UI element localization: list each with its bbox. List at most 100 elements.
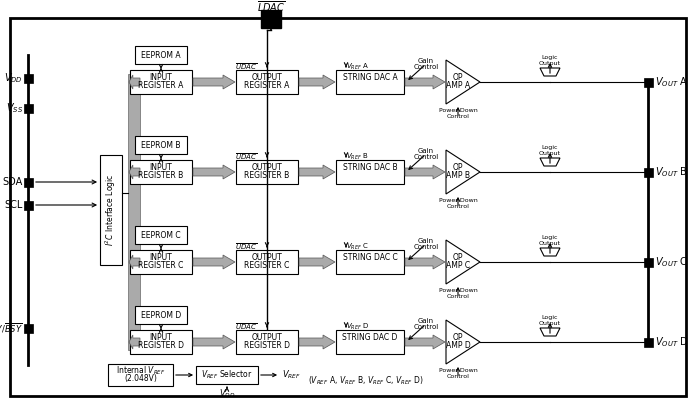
Text: $\overline{UDAC}$: $\overline{UDAC}$ [235, 322, 257, 332]
Text: OUTPUT: OUTPUT [252, 333, 283, 342]
Text: $V_{SS}$: $V_{SS}$ [6, 101, 23, 115]
Bar [24, 200, 33, 209]
Polygon shape [540, 158, 560, 166]
Text: INPUT: INPUT [150, 254, 173, 263]
Bar [236, 160, 298, 184]
Text: OP: OP [453, 252, 464, 261]
Bar [644, 337, 653, 346]
Text: REGISTER C: REGISTER C [244, 261, 290, 270]
Bar [108, 364, 173, 386]
Text: STRING DAC B: STRING DAC B [342, 164, 397, 173]
Text: Logic: Logic [541, 56, 558, 61]
Bar [336, 70, 404, 94]
Text: AMP D: AMP D [445, 342, 470, 351]
Text: Logic: Logic [541, 315, 558, 321]
Text: OUTPUT: OUTPUT [252, 74, 283, 83]
Text: Logic: Logic [541, 236, 558, 240]
Polygon shape [446, 240, 480, 284]
Bar [336, 250, 404, 274]
Text: $V_{OUT}$ B: $V_{OUT}$ B [655, 165, 688, 179]
Text: $V_{DD}$: $V_{DD}$ [219, 388, 235, 400]
Text: ($V_{REF}$ A, $V_{REF}$ B, $V_{REF}$ C, $V_{REF}$ D): ($V_{REF}$ A, $V_{REF}$ B, $V_{REF}$ C, … [308, 375, 424, 387]
Bar [135, 306, 187, 324]
Polygon shape [129, 335, 140, 349]
Text: OP: OP [453, 162, 464, 171]
Text: $V_{REF}$ D: $V_{REF}$ D [346, 322, 370, 332]
Polygon shape [405, 75, 445, 89]
Text: Internal $V_{REF}$: Internal $V_{REF}$ [116, 365, 165, 377]
Text: INPUT: INPUT [150, 333, 173, 342]
Text: AMP B: AMP B [446, 171, 470, 180]
Polygon shape [299, 255, 335, 269]
Text: $V_{OUT}$ D: $V_{OUT}$ D [655, 335, 688, 349]
Text: INPUT: INPUT [150, 74, 173, 83]
Polygon shape [405, 165, 445, 179]
Bar [236, 250, 298, 274]
Text: Power Down: Power Down [438, 288, 477, 294]
Text: Output: Output [539, 241, 561, 247]
Text: Logic: Logic [541, 146, 558, 151]
Bar [24, 178, 33, 187]
Polygon shape [193, 255, 235, 269]
Text: $V_{REF}$ Selector: $V_{REF}$ Selector [201, 369, 253, 381]
Polygon shape [193, 165, 235, 179]
Text: Gain: Gain [418, 148, 434, 154]
Text: $I^2C$ Interface Logic: $I^2C$ Interface Logic [104, 174, 118, 246]
Bar [24, 103, 33, 112]
Text: $\overline{UDAC}$: $\overline{UDAC}$ [235, 152, 257, 162]
Text: $V_{OUT}$ A: $V_{OUT}$ A [655, 75, 688, 89]
Text: REGISTER A: REGISTER A [139, 81, 184, 90]
Bar [644, 77, 653, 86]
Polygon shape [129, 165, 140, 179]
Bar [128, 74, 140, 350]
Bar [196, 366, 258, 384]
Text: SCL: SCL [5, 200, 23, 210]
Bar [130, 330, 192, 354]
Polygon shape [193, 335, 235, 349]
Polygon shape [299, 165, 335, 179]
Text: EEPROM A: EEPROM A [141, 50, 181, 59]
Text: EEPROM C: EEPROM C [141, 231, 181, 240]
Bar [100, 155, 122, 265]
Text: SDA: SDA [3, 177, 23, 187]
Text: AMP A: AMP A [446, 81, 470, 90]
Text: STRING DAC C: STRING DAC C [342, 254, 397, 263]
Text: REGISTER D: REGISTER D [138, 342, 184, 351]
Text: Power Down: Power Down [438, 108, 477, 114]
Text: REGISTER D: REGISTER D [244, 342, 290, 351]
Polygon shape [540, 68, 560, 76]
Text: Power Down: Power Down [438, 369, 477, 373]
Text: OUTPUT: OUTPUT [252, 254, 283, 263]
Text: EEPROM B: EEPROM B [141, 141, 181, 150]
Bar [644, 168, 653, 177]
Bar [135, 226, 187, 244]
Polygon shape [446, 60, 480, 104]
Polygon shape [446, 150, 480, 194]
Bar [261, 10, 281, 28]
Text: REGISTER A: REGISTER A [244, 81, 290, 90]
Bar [135, 46, 187, 64]
Text: $\overline{UDAC}$: $\overline{UDAC}$ [235, 62, 257, 72]
Text: Control: Control [413, 244, 438, 250]
Text: EEPROM D: EEPROM D [141, 310, 181, 319]
Bar [130, 250, 192, 274]
Text: Control: Control [447, 204, 469, 209]
Text: Control: Control [447, 115, 469, 119]
Text: INPUT: INPUT [150, 164, 173, 173]
Text: OUTPUT: OUTPUT [252, 164, 283, 173]
Text: $V_{DD}$: $V_{DD}$ [4, 71, 23, 85]
Polygon shape [446, 320, 480, 364]
Text: Output: Output [539, 151, 561, 157]
Polygon shape [299, 75, 335, 89]
Bar [336, 330, 404, 354]
Text: Control: Control [413, 64, 438, 70]
Bar [130, 70, 192, 94]
Text: Power Down: Power Down [438, 198, 477, 204]
Text: Gain: Gain [418, 318, 434, 324]
Polygon shape [129, 75, 140, 89]
Text: REGISTER B: REGISTER B [244, 171, 290, 180]
Polygon shape [540, 248, 560, 256]
Bar [135, 136, 187, 154]
Text: $V_{REF}$: $V_{REF}$ [282, 369, 301, 381]
Text: $\overline{UDAC}$: $\overline{UDAC}$ [235, 242, 257, 252]
